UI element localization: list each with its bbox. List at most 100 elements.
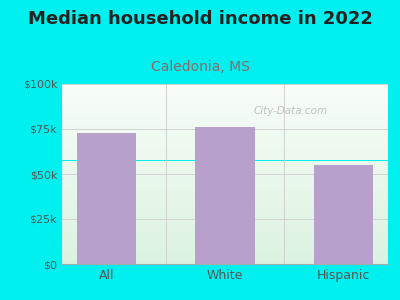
Bar: [62, 126, 388, 127]
Bar: [62, 125, 388, 126]
Bar: [62, 102, 388, 103]
Bar: [62, 189, 388, 190]
Bar: [62, 154, 388, 155]
Bar: [62, 262, 388, 263]
Bar: [62, 147, 388, 148]
Bar: [62, 182, 388, 183]
Bar: [62, 165, 388, 166]
Bar: [62, 196, 388, 197]
Bar: [62, 143, 388, 144]
Bar: [62, 227, 388, 228]
Bar: [62, 113, 388, 114]
Bar: [62, 97, 388, 98]
Bar: [62, 183, 388, 184]
Bar: [62, 261, 388, 262]
Bar: [62, 236, 388, 237]
Bar: [62, 212, 388, 213]
Bar: [62, 192, 388, 193]
Bar: [62, 166, 388, 167]
Bar: [62, 243, 388, 244]
Bar: [62, 256, 388, 257]
Bar: [62, 161, 388, 162]
Bar: [62, 220, 388, 221]
Bar: [62, 145, 388, 146]
Bar: [62, 119, 388, 120]
Bar: [62, 100, 388, 101]
Bar: [62, 242, 388, 243]
Bar: [62, 235, 388, 236]
Bar: [62, 244, 388, 245]
Bar: [62, 168, 388, 169]
Bar: [62, 158, 388, 159]
Bar: [62, 89, 388, 90]
Bar: [62, 114, 388, 115]
Bar: [62, 260, 388, 261]
Bar: [62, 226, 388, 227]
Bar: [62, 153, 388, 154]
Bar: [62, 150, 388, 151]
Bar: [62, 108, 388, 109]
Bar: [62, 110, 388, 111]
Bar: [62, 172, 388, 173]
Bar: [62, 254, 388, 255]
Bar: [62, 233, 388, 234]
Bar: [62, 99, 388, 100]
Bar: [62, 94, 388, 95]
Bar: [62, 96, 388, 97]
Bar: [62, 111, 388, 112]
Bar: [62, 117, 388, 118]
Bar: [62, 232, 388, 233]
Bar: [62, 132, 388, 133]
Bar: [62, 234, 388, 235]
Bar: [62, 210, 388, 211]
Bar: [62, 247, 388, 248]
Text: City-Data.com: City-Data.com: [253, 106, 327, 116]
Bar: [62, 130, 388, 131]
Bar: [62, 221, 388, 222]
Bar: [62, 224, 388, 225]
Bar: [62, 152, 388, 153]
Bar: [62, 115, 388, 116]
Bar: [62, 231, 388, 232]
Bar: [62, 202, 388, 203]
Bar: [62, 214, 388, 215]
Bar: [62, 156, 388, 157]
Bar: [77, 133, 136, 264]
Bar: [62, 121, 388, 122]
Bar: [62, 162, 388, 163]
Bar: [62, 157, 388, 158]
Bar: [62, 180, 388, 181]
Bar: [62, 206, 388, 207]
Bar: [62, 257, 388, 258]
Bar: [62, 122, 388, 123]
Bar: [62, 90, 388, 91]
Bar: [62, 136, 388, 137]
Bar: [62, 209, 388, 210]
Bar: [62, 238, 388, 239]
Bar: [62, 208, 388, 209]
Bar: [62, 131, 388, 132]
Bar: [62, 245, 388, 246]
Bar: [62, 127, 388, 128]
Bar: [62, 171, 388, 172]
Bar: [62, 250, 388, 251]
Bar: [62, 104, 388, 105]
Bar: [62, 170, 388, 171]
Bar: [62, 185, 388, 186]
Bar: [62, 205, 388, 206]
Bar: [62, 179, 388, 180]
Bar: [62, 146, 388, 147]
Text: Median household income in 2022: Median household income in 2022: [28, 11, 372, 28]
Bar: [62, 103, 388, 104]
Bar: [62, 248, 388, 249]
Bar: [62, 186, 388, 187]
Bar: [62, 135, 388, 136]
Bar: [62, 175, 388, 176]
Bar: [62, 207, 388, 208]
Bar: [62, 253, 388, 254]
Bar: [62, 93, 388, 94]
Bar: [62, 116, 388, 117]
Bar: [62, 240, 388, 241]
Bar: [62, 177, 388, 178]
Bar: [62, 187, 388, 188]
